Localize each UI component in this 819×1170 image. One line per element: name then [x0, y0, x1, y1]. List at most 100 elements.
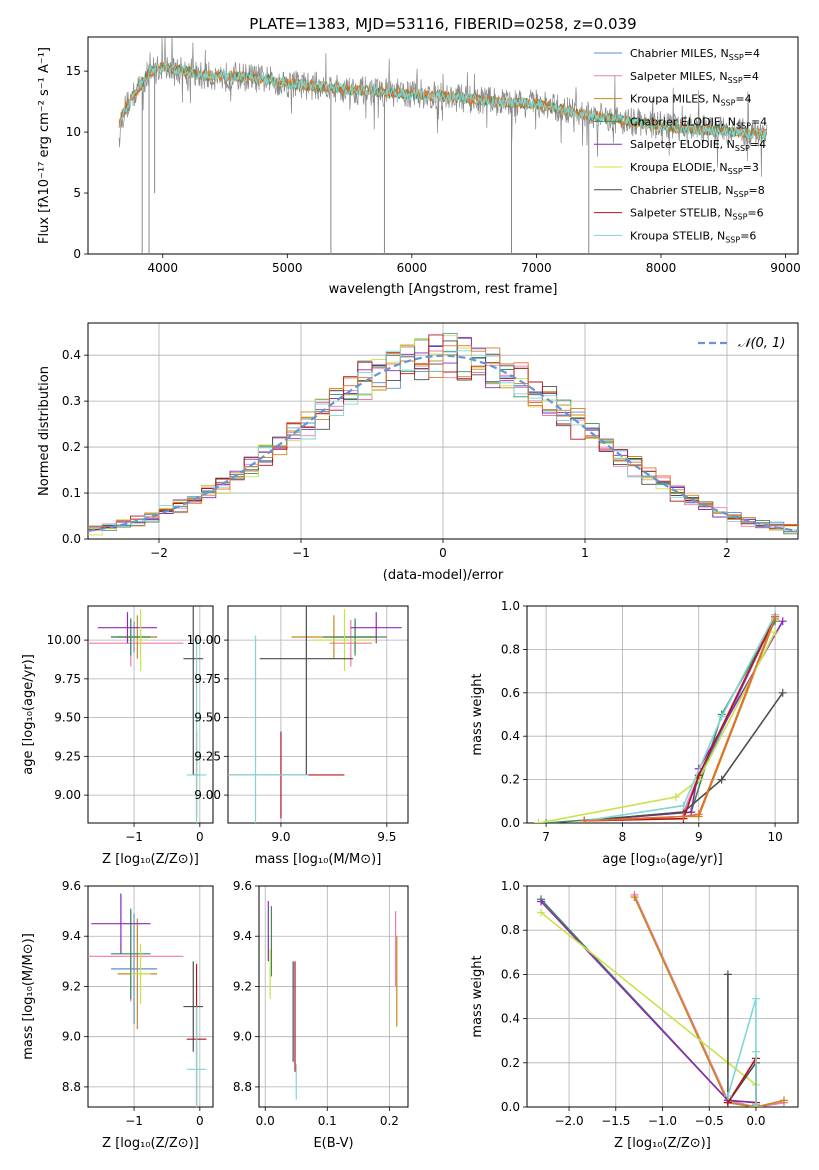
data-point: [228, 635, 309, 823]
data-point: [111, 618, 151, 656]
x-tick-label: 10: [767, 830, 782, 844]
data-point: [97, 612, 158, 644]
error-bars: [88, 606, 207, 823]
series-marker: [751, 994, 760, 1003]
axes: 9.0 9.5 9.00 9.25 9.50 9.75 10.00 mass [log₁₀(M…: [187, 605, 409, 867]
y-tick-label: 0.6: [501, 967, 520, 981]
data-point: [134, 609, 148, 672]
axes: −1 0 9.00 9.25 9.50 9.75 10.00 Z [log₁₀(Z/Z⊙)] a…: [21, 605, 214, 867]
x-tick-label: 6000: [397, 261, 428, 275]
legend-label: Chabrier STELIB, NSSP=8: [630, 184, 765, 199]
residual-histogram-panel: −2 −1 0 1 2 0.0 0.1 0.2 0.3 0.4 (data-model)/error…: [37, 322, 799, 583]
normal-curve: [88, 354, 798, 532]
y-axis-label: mass weight: [470, 955, 485, 1037]
x-axis-label: (data-model)/error: [383, 568, 504, 583]
data-point: [91, 893, 151, 954]
y-tick-label: 1.0: [501, 879, 520, 893]
y-tick-label: 1.0: [501, 599, 520, 613]
y-tick-label: 9.75: [194, 672, 221, 686]
series-line: [540, 900, 756, 1104]
x-tick-label: 9: [695, 830, 703, 844]
x-tick-label: −1: [292, 546, 310, 560]
x-tick-label: 1: [581, 546, 589, 560]
y-tick-label: 8.8: [233, 1080, 252, 1094]
y-tick-label: 0.2: [501, 773, 520, 787]
y-tick-label: 5: [73, 186, 81, 200]
data-point: [323, 618, 387, 656]
legend-label: Chabrier MILES, NSSP=4: [630, 47, 760, 62]
y-tick-label: 9.2: [233, 979, 252, 993]
y-tick-label: 0.2: [501, 1056, 520, 1070]
spectrum-title: PLATE=1383, MJD=53116, FIBERID=0258, z=0…: [249, 15, 636, 33]
series-line: [540, 898, 756, 1104]
series-line: [546, 620, 776, 823]
y-tick-label: 9.4: [62, 929, 81, 943]
y-tick-label: 9.75: [54, 672, 81, 686]
x-tick-label: −2: [150, 546, 168, 560]
series-marker: [717, 712, 726, 721]
series-marker: [630, 893, 639, 902]
series-line: [633, 896, 785, 1107]
y-tick-label: 0.0: [501, 816, 520, 830]
series-line: [584, 616, 776, 822]
y-tick-label: 9.00: [194, 788, 221, 802]
x-tick-label: 8000: [646, 261, 677, 275]
y-tick-label: 0.8: [501, 923, 520, 937]
data-point: [350, 612, 402, 644]
legend-label: Kroupa ELODIE, NSSP=3: [630, 161, 759, 176]
y-tick-label: 10.00: [47, 633, 81, 647]
x-tick-label: 0: [439, 546, 447, 560]
weight-series: [580, 617, 787, 823]
series-line: [584, 616, 776, 822]
y-tick-label: 9.00: [54, 788, 81, 802]
y-tick-label: 0.4: [501, 729, 520, 743]
weight-series: [580, 610, 780, 823]
series-line: [727, 974, 757, 1106]
x-tick-label: 5000: [272, 261, 303, 275]
series-marker: [671, 792, 680, 801]
y-tick-label: 9.25: [194, 749, 221, 763]
weight-series: [580, 612, 780, 823]
series-line: [727, 998, 757, 1105]
series-line: [584, 616, 776, 822]
y-tick-label: 0.0: [62, 532, 81, 546]
series-marker: [534, 819, 543, 823]
y-tick-label: 0.8: [501, 642, 520, 656]
series-line: [584, 614, 776, 822]
axes-frame: [526, 605, 799, 824]
data-point: [312, 609, 377, 672]
error-bars: [228, 606, 402, 823]
spectrum-panel: 4000 5000 6000 7000 8000 9000 0 5 10 15 wavelength…: [37, 36, 801, 297]
x-tick-label: 0.1: [318, 1114, 337, 1128]
axes-frame: [227, 605, 409, 824]
data-point: [259, 606, 353, 775]
legend-label: 𝒩(0, 1): [738, 336, 785, 351]
axes-frame: [87, 322, 799, 540]
series-marker: [537, 897, 546, 906]
y-tick-label: 10.00: [187, 633, 221, 647]
y-axis-label: Normed distribution: [37, 366, 52, 496]
y-tick-label: 0.4: [501, 1012, 520, 1026]
massweight-vs-age-panel: 7 8 9 10 0.0 0.2 0.4 0.6 0.8 1.0 age [log₁₀(age/yr…: [470, 599, 799, 867]
x-tick-label: 9000: [770, 261, 801, 275]
model-spectrum: [118, 62, 767, 140]
y-tick-label: 0.6: [501, 686, 520, 700]
y-tick-label: 0.3: [62, 394, 81, 408]
data-point: [329, 619, 372, 667]
x-tick-label: 0.0: [746, 1114, 765, 1128]
x-tick-label: 4000: [147, 261, 178, 275]
series-marker: [771, 628, 780, 637]
x-tick-label: 7: [542, 830, 550, 844]
x-axis-label: wavelength [Angstrom, rest frame]: [329, 282, 558, 297]
age-vs-mass-panel: 9.0 9.5 9.00 9.25 9.50 9.75 10.00 mass [log₁₀(M…: [187, 605, 409, 867]
weight-series: [580, 612, 780, 823]
histogram-legend: 𝒩(0, 1): [698, 336, 785, 351]
x-axis-label: Z [log₁₀(Z/Z⊙)]: [102, 1136, 199, 1151]
axes: −1 0 8.8 9.0 9.2 9.4 9.6 Z [log₁₀(Z/Z⊙)] mass [l…: [21, 879, 214, 1151]
x-tick-label: 7000: [521, 261, 552, 275]
axes-frame: [87, 885, 214, 1108]
y-tick-label: 0.4: [62, 348, 81, 362]
spectrum-legend: Chabrier MILES, NSSP=4 Salpeter MILES, NS…: [594, 47, 767, 244]
series-marker: [723, 1091, 732, 1100]
y-tick-label: 0.0: [501, 1100, 520, 1114]
